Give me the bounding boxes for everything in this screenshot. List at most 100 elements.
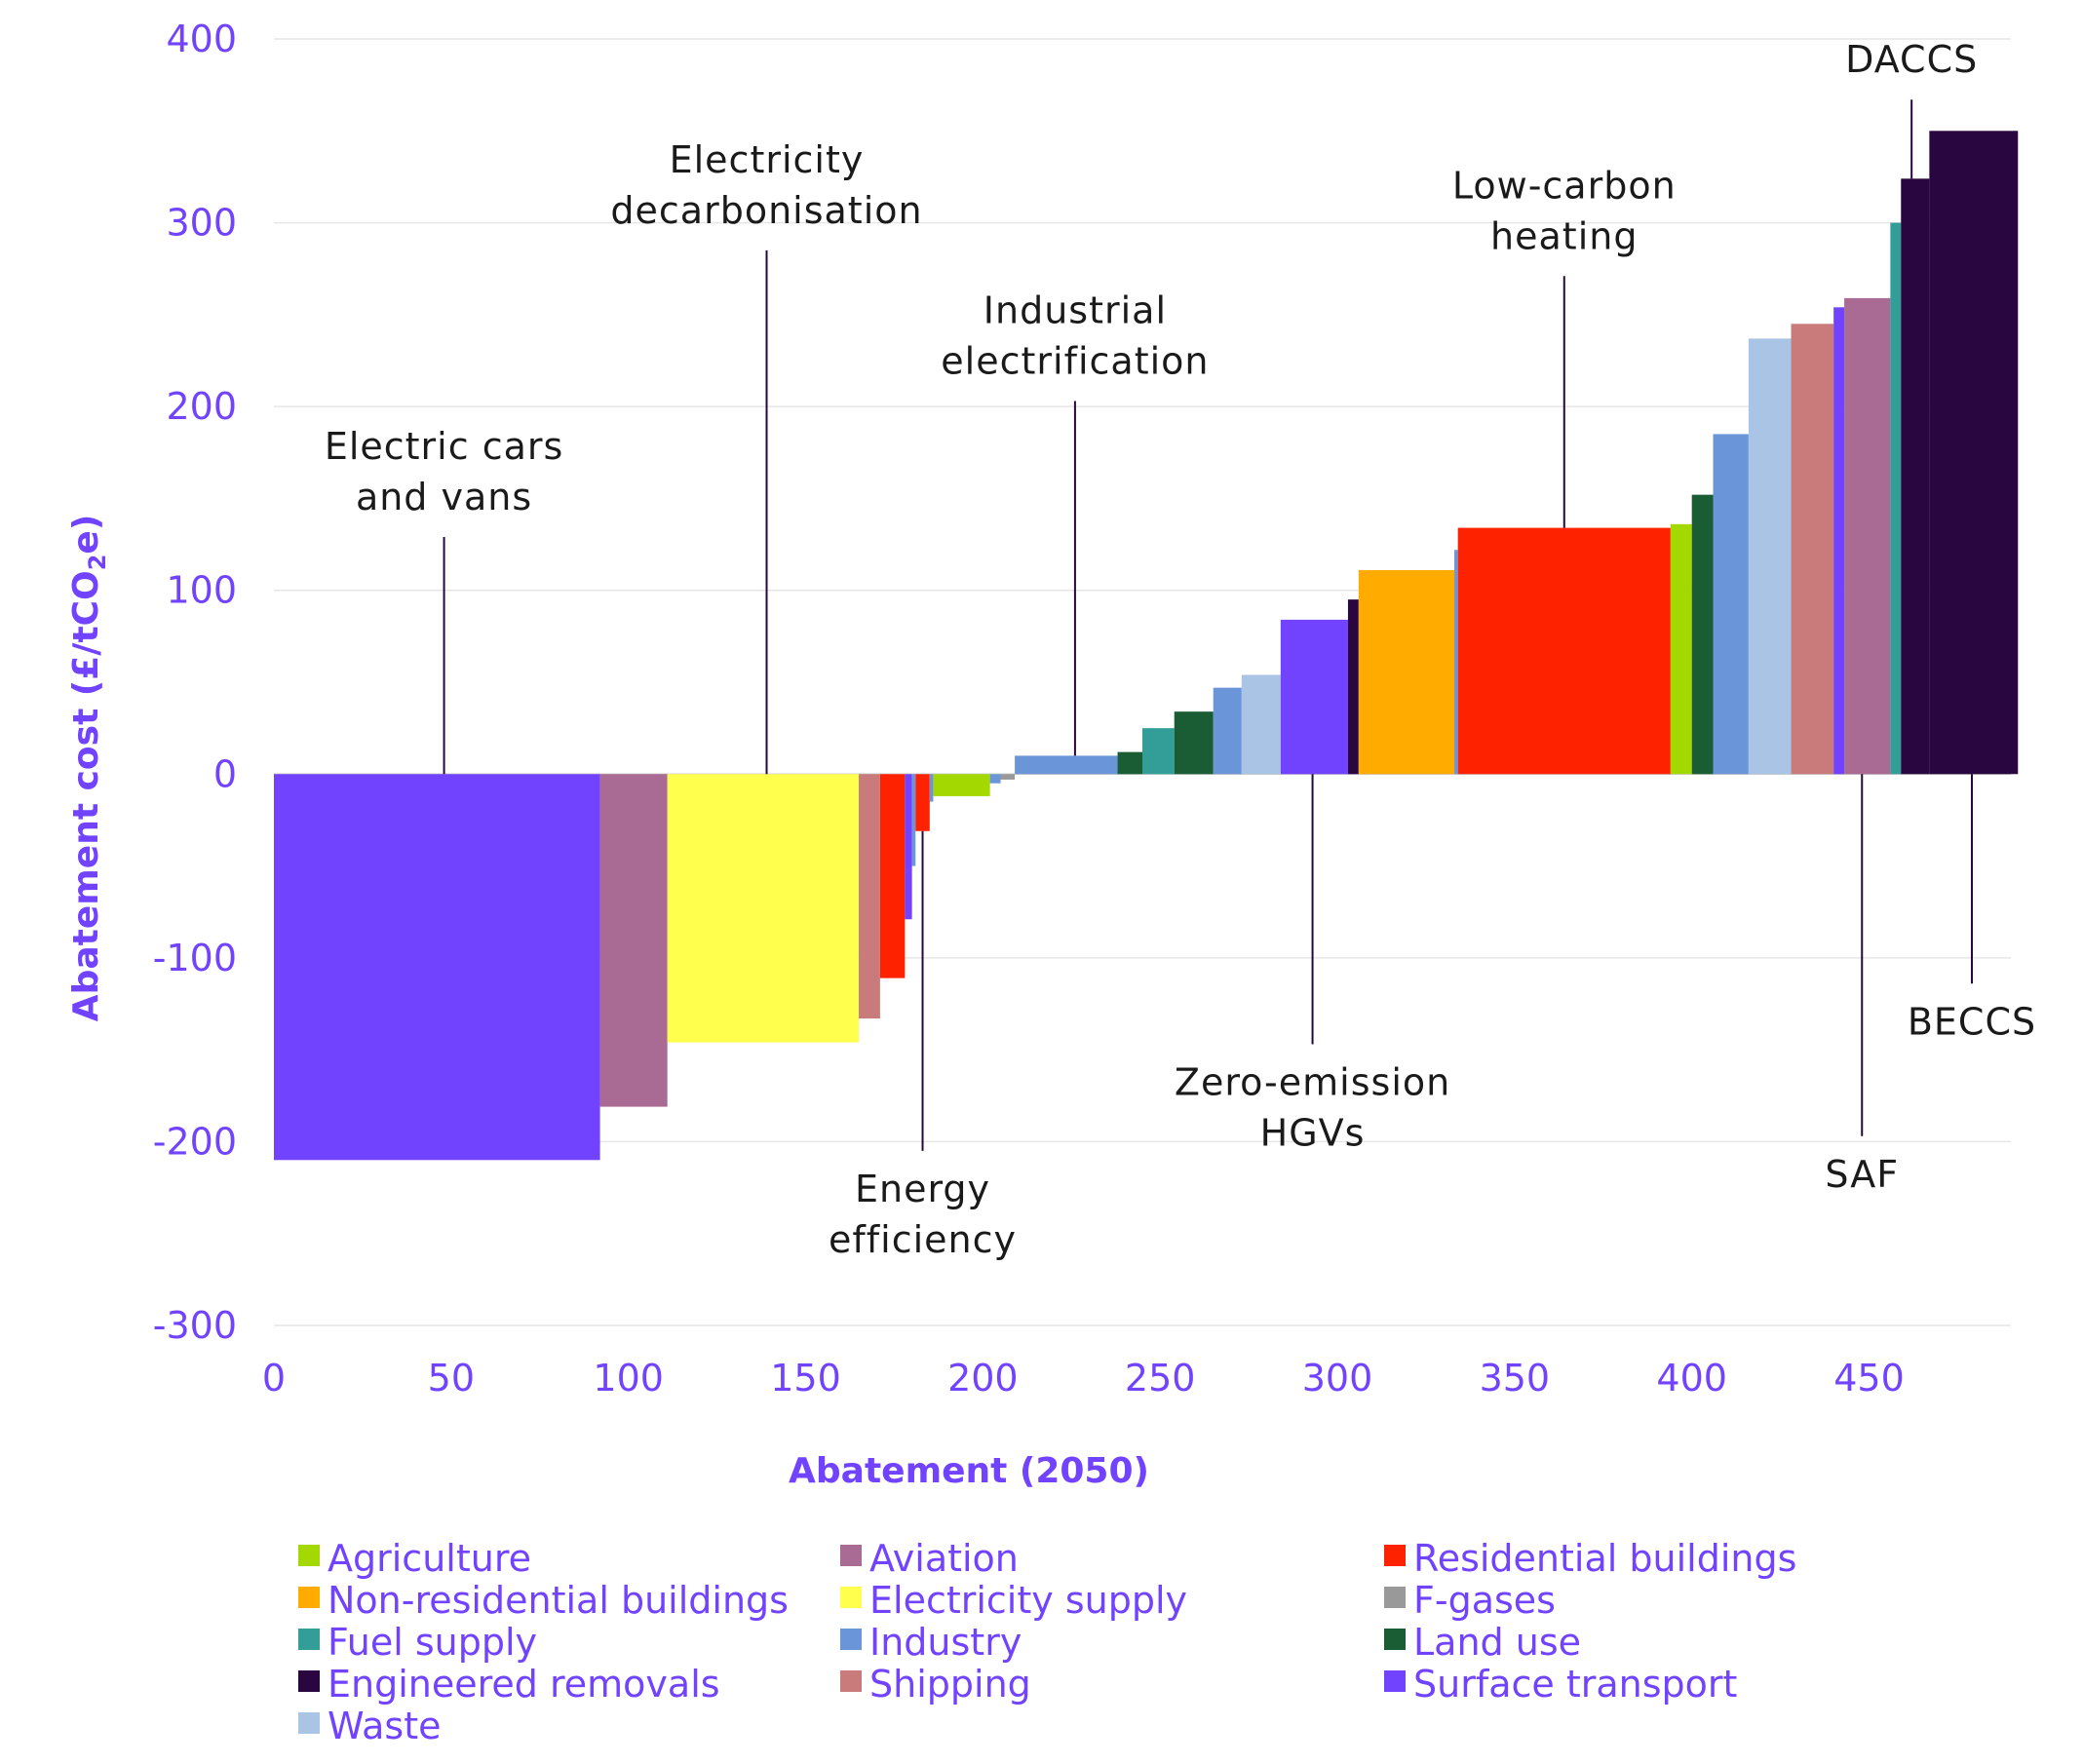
annotation-label: Industrial <box>984 288 1167 331</box>
y-tick-label: 100 <box>166 569 237 612</box>
legend-swatch <box>298 1712 320 1734</box>
bar <box>599 774 668 1107</box>
x-tick-label: 450 <box>1833 1357 1905 1400</box>
bar <box>915 774 930 831</box>
bar <box>1833 307 1845 775</box>
bar <box>1791 324 1834 775</box>
bar <box>933 774 990 796</box>
bar <box>1015 755 1118 775</box>
bar <box>989 774 1001 784</box>
annotation-label: Energy <box>855 1168 990 1210</box>
bar <box>1358 569 1455 775</box>
bar <box>1280 619 1348 775</box>
annotation-label: Low-carbon <box>1452 164 1677 207</box>
bar <box>1142 728 1175 775</box>
x-tick-label: 100 <box>593 1357 664 1400</box>
annotation-label: Zero-emission <box>1175 1060 1450 1103</box>
legend-swatch <box>840 1629 862 1650</box>
legend-label: Waste <box>328 1705 442 1747</box>
legend-swatch <box>1384 1587 1406 1608</box>
legend: Agriculture Aviation Residential buildings… <box>298 1537 1796 1747</box>
legend-label: Aviation <box>869 1537 1019 1580</box>
x-tick-label: 250 <box>1125 1357 1196 1400</box>
legend-swatch <box>840 1670 862 1692</box>
y-axis-title: Abatement cost (£/tCO2e) <box>66 515 111 1022</box>
bar <box>1213 687 1242 775</box>
y-tick-label: 300 <box>166 202 237 245</box>
bar <box>1241 674 1281 775</box>
bar <box>905 774 912 920</box>
legend-swatch <box>840 1587 862 1608</box>
bar <box>1691 494 1714 775</box>
legend-label: Industry <box>869 1621 1022 1664</box>
legend-label: Residential buildings <box>1413 1537 1796 1580</box>
bar <box>1748 338 1792 775</box>
legend-label: Agriculture <box>328 1537 531 1580</box>
bar <box>911 774 916 866</box>
legend-swatch <box>298 1545 320 1566</box>
x-tick-label: 50 <box>428 1357 475 1400</box>
legend-label: Electricity supply <box>869 1579 1187 1622</box>
bar <box>274 774 600 1161</box>
legend-swatch <box>298 1587 320 1608</box>
x-tick-label: 200 <box>947 1357 1019 1400</box>
y-tick-label: 0 <box>213 752 237 795</box>
y-tick-label: -100 <box>153 937 237 979</box>
bar <box>859 774 880 1019</box>
legend-label: Non-residential buildings <box>328 1579 789 1622</box>
annotation-label: efficiency <box>829 1218 1017 1261</box>
bar <box>1890 222 1902 775</box>
legend-label: Shipping <box>869 1663 1031 1706</box>
bar <box>1454 550 1458 775</box>
legend-swatch <box>1384 1670 1406 1692</box>
legend-label: Fuel supply <box>328 1621 537 1664</box>
x-tick-label: 300 <box>1302 1357 1373 1400</box>
y-tick-label: 400 <box>166 18 237 60</box>
legend-swatch <box>298 1670 320 1692</box>
bars-group <box>274 131 2019 1161</box>
y-tick-label: -300 <box>153 1304 237 1347</box>
bar <box>1000 774 1016 780</box>
annotation-label: DACCS <box>1845 38 1978 81</box>
legend-label: F-gases <box>1413 1579 1556 1622</box>
annotation-label: Electric cars <box>325 425 564 468</box>
annotation-label: and vans <box>356 476 532 518</box>
legend-swatch <box>840 1545 862 1566</box>
x-tick-label: 400 <box>1656 1357 1727 1400</box>
x-tick-label: 0 <box>262 1357 286 1400</box>
annotation-label: HGVs <box>1260 1111 1366 1154</box>
bar <box>1347 599 1359 775</box>
annotation-label: SAF <box>1825 1153 1899 1196</box>
legend-swatch <box>298 1629 320 1650</box>
y-tick-label: 200 <box>166 385 237 428</box>
bar <box>879 774 906 978</box>
legend-label: Land use <box>1413 1621 1581 1664</box>
annotation-label: Electricity <box>670 138 865 181</box>
legend-label: Surface transport <box>1413 1663 1737 1706</box>
bar <box>1929 131 2019 775</box>
bar <box>1670 523 1692 775</box>
annotations-group: Electric cars and vans Electricity decarbon… <box>325 38 2036 1261</box>
annotation-label: heating <box>1490 214 1638 257</box>
x-tick-label: 150 <box>770 1357 841 1400</box>
x-axis-ticks: 0 50 100 150 200 250 300 350 400 450 <box>262 1357 1905 1400</box>
x-axis-title: Abatement (2050) <box>789 1451 1149 1491</box>
bar <box>1457 527 1671 775</box>
y-axis-ticks: 400 300 200 100 0 -100 -200 -300 <box>153 18 237 1347</box>
annotation-label: BECCS <box>1908 1000 2036 1043</box>
bar <box>1901 178 1930 775</box>
legend-label: Engineered removals <box>328 1663 720 1706</box>
legend-swatch <box>1384 1629 1406 1650</box>
y-tick-label: -200 <box>153 1120 237 1163</box>
bar <box>1117 751 1142 775</box>
bar <box>1844 297 1891 775</box>
bar <box>667 774 860 1043</box>
bar <box>929 774 934 802</box>
bar <box>1174 711 1214 775</box>
annotation-label: decarbonisation <box>610 189 922 232</box>
bar <box>1713 434 1749 775</box>
legend-swatch <box>1384 1545 1406 1566</box>
x-tick-label: 350 <box>1480 1357 1551 1400</box>
